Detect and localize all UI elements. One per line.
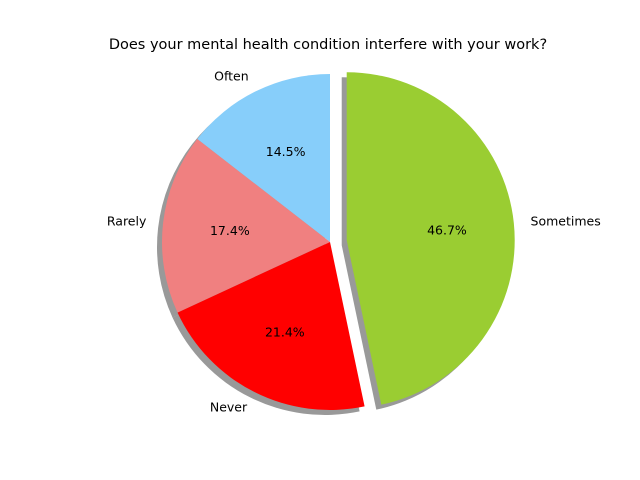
slice-percent-often: 14.5% xyxy=(266,144,306,159)
slice-label-sometimes: Sometimes xyxy=(531,214,601,229)
slice-rarely xyxy=(161,139,330,313)
slices xyxy=(161,72,515,410)
slice-label-rarely: Rarely xyxy=(107,214,147,229)
slice-never xyxy=(177,242,365,410)
slice-label-never: Never xyxy=(210,400,248,415)
slice-percent-rarely: 17.4% xyxy=(210,223,250,238)
slice-labels: Often 14.5% Rarely 17.4% Never 21.4% Sometimes… xyxy=(107,69,601,415)
slice-percent-sometimes: 46.7% xyxy=(427,222,467,237)
slice-label-often: Often xyxy=(214,69,249,84)
slice-percent-never: 21.4% xyxy=(265,325,305,340)
chart-title: Does your mental health condition interf… xyxy=(109,37,547,53)
slice-sometimes xyxy=(346,72,515,405)
slice-often xyxy=(197,74,330,242)
